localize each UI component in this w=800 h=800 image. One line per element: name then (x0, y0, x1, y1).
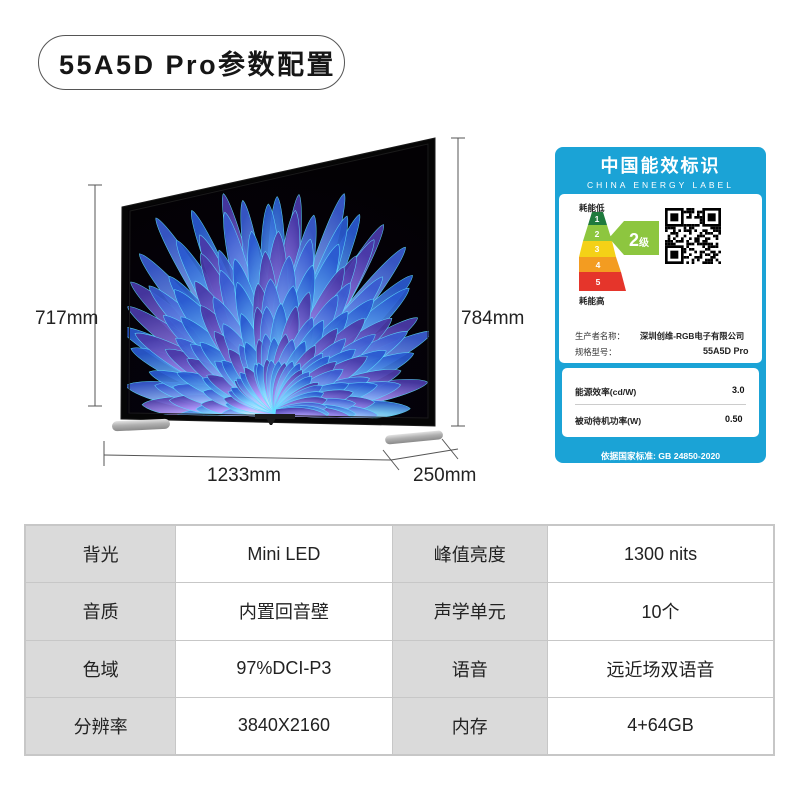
svg-text:3: 3 (595, 244, 600, 254)
svg-text:1: 1 (595, 214, 600, 224)
svg-text:5: 5 (596, 277, 601, 287)
svg-text:4: 4 (596, 260, 601, 270)
svg-text:2: 2 (595, 229, 600, 239)
